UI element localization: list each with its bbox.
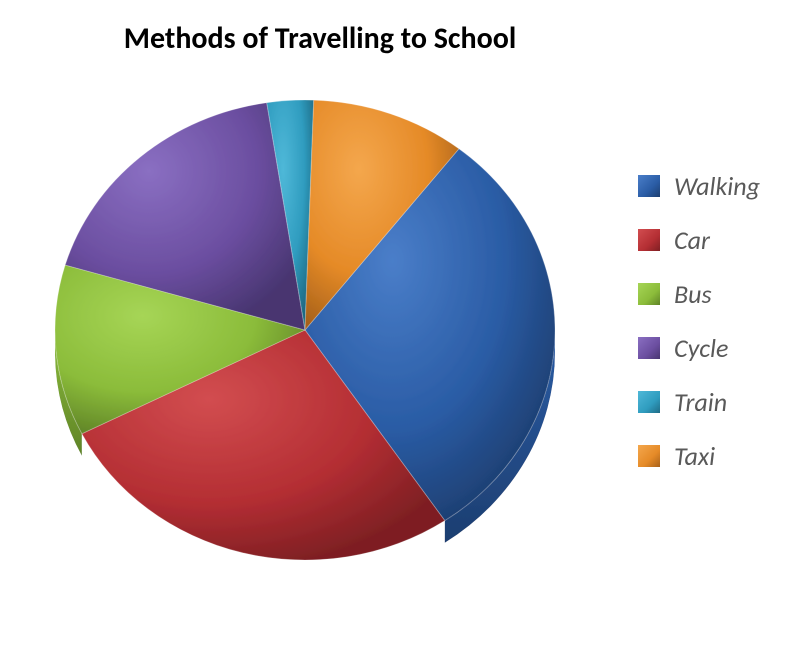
legend-item: Car	[638, 224, 760, 256]
legend-label: Train	[674, 386, 727, 418]
legend-swatch	[638, 175, 660, 197]
legend-swatch	[638, 337, 660, 359]
legend-label: Car	[674, 224, 710, 256]
legend-item: Cycle	[638, 332, 760, 364]
legend-swatch	[638, 391, 660, 413]
legend-item: Bus	[638, 278, 760, 310]
legend: Walking Car Bus Cycle Train Taxi	[638, 170, 760, 472]
legend-item: Train	[638, 386, 760, 418]
legend-item: Taxi	[638, 440, 760, 472]
legend-swatch	[638, 229, 660, 251]
legend-label: Bus	[674, 278, 712, 310]
legend-swatch	[638, 445, 660, 467]
pie-chart	[55, 80, 555, 580]
legend-label: Walking	[674, 170, 760, 202]
legend-label: Cycle	[674, 332, 728, 364]
chart-title: Methods of Travelling to School	[0, 20, 640, 57]
legend-swatch	[638, 283, 660, 305]
chart-container: Methods of Travelling to School Walking C…	[0, 0, 800, 660]
legend-item: Walking	[638, 170, 760, 202]
legend-label: Taxi	[674, 440, 715, 472]
